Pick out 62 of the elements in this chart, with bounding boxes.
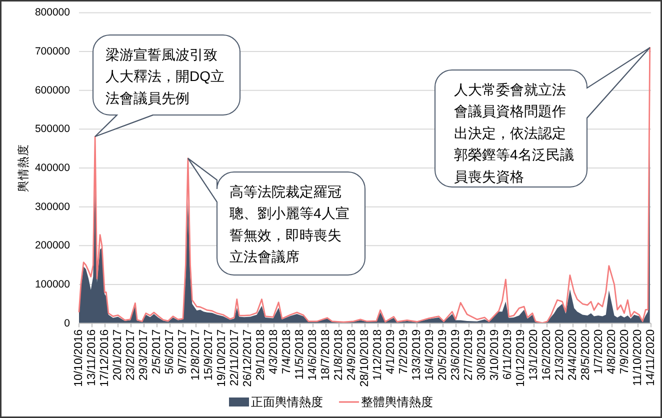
y-tick-label: 700000 xyxy=(34,46,70,58)
x-tick-label: 4/8/2020 xyxy=(606,329,618,374)
annotation: 人大常委會就立法會議員資格問題作出決定，依法認定郭榮鏗等4名泛民議員喪失資格 xyxy=(454,82,574,184)
x-tick-label: 12/8/2017 xyxy=(190,329,202,380)
x-tick-label: 29/3/2017 xyxy=(138,329,150,380)
x-tick-label: 19/10/2017 xyxy=(216,329,228,387)
x-tick-label: 16/4/2019 xyxy=(424,329,436,380)
x-tick-label: 28/5/2020 xyxy=(580,329,592,380)
x-tick-label: 7/9/2020 xyxy=(619,329,631,374)
x-tick-label: 17/12/2016 xyxy=(99,329,111,387)
annotation: 高等法院裁定羅冠聰、劉小麗等4人宣誓無效，即時喪失立法會議席 xyxy=(187,158,366,276)
x-tick-label: 3/10/2019 xyxy=(489,329,501,380)
x-tick-label: 30/8/2019 xyxy=(476,329,488,380)
legend-label: 整體輿情熱度 xyxy=(361,395,433,409)
annotation: 梁游宣誓風波引致人大釋法，開DQ立法會議員先例 xyxy=(106,46,224,106)
y-tick-label: 500000 xyxy=(34,123,70,136)
x-tick-label: 18/7/2018 xyxy=(320,329,332,380)
x-tick-label: 27/7/2019 xyxy=(463,329,475,380)
x-tick-label: 20/5/2019 xyxy=(437,329,449,380)
x-tick-label: 23/2/2017 xyxy=(125,329,137,380)
annotation: 梁游宣誓風波引致人大釋法，開DQ立法會議員先例 xyxy=(92,34,240,138)
x-tick-label: 24/4/2020 xyxy=(567,329,579,380)
x-tick-label: 13/1/2020 xyxy=(528,329,540,380)
x-tick-label: 1/7/2020 xyxy=(593,329,605,374)
x-tick-label: 23/6/2019 xyxy=(450,329,462,380)
x-tick-label: 14/11/2020 xyxy=(645,329,657,386)
x-tick-label: 10/10/2016 xyxy=(73,329,85,387)
annotation: 高等法院裁定羅冠聰、劉小麗等4人宣誓無效，即時喪失立法會議席 xyxy=(230,184,350,265)
y-tick-label: 100000 xyxy=(34,278,70,290)
x-tick-label: 21/3/2020 xyxy=(554,329,566,380)
y-tick-label: 400000 xyxy=(34,162,70,174)
x-tick-label: 2/5/2017 xyxy=(151,329,163,374)
y-tick-label: 600000 xyxy=(34,84,70,96)
x-tick-label: 29/1/2018 xyxy=(255,329,267,380)
x-tick-label: 13/11/2016 xyxy=(86,329,98,386)
x-tick-label: 21/8/2018 xyxy=(333,329,345,380)
x-tick-label: 11/5/2018 xyxy=(294,329,306,380)
x-tick-label: 9/7/2017 xyxy=(177,329,189,374)
y-axis-title: 輿情熱度 xyxy=(16,144,30,192)
x-tick-label: 10/12/2019 xyxy=(515,329,527,387)
y-tick-label: 200000 xyxy=(34,240,70,252)
x-tick-label: 7/2/2019 xyxy=(398,329,410,374)
legend-label: 正面輿情熱度 xyxy=(251,395,323,409)
y-tick-label: 0 xyxy=(64,317,70,330)
x-tick-label: 13/3/2019 xyxy=(411,329,423,380)
x-tick-label: 5/6/2017 xyxy=(164,329,176,374)
x-tick-label: 20/1/2017 xyxy=(112,329,124,380)
y-tick-label: 800000 xyxy=(34,6,70,19)
x-tick-label: 4/3/2018 xyxy=(268,329,280,374)
y-tick-label: 300000 xyxy=(34,200,70,213)
x-tick-label: 6/11/2019 xyxy=(502,329,514,380)
x-tick-label: 15/9/2017 xyxy=(203,329,215,380)
x-tick-label: 22/11/2017 xyxy=(229,329,241,386)
x-tick-label: 7/4/2018 xyxy=(281,329,293,374)
x-tick-label: 14/6/2018 xyxy=(307,329,319,380)
x-tick-label: 4/1/2019 xyxy=(385,329,397,374)
x-tick-label: 16/2/2020 xyxy=(541,329,553,380)
x-tick-label: 11/10/2020 xyxy=(632,329,644,386)
x-tick-label: 26/12/2017 xyxy=(242,329,254,387)
x-tick-label: 28/10/2018 xyxy=(359,329,371,387)
x-tick-label: 24/9/2018 xyxy=(346,329,358,380)
x-tick-label: 1/12/2018 xyxy=(372,329,384,380)
